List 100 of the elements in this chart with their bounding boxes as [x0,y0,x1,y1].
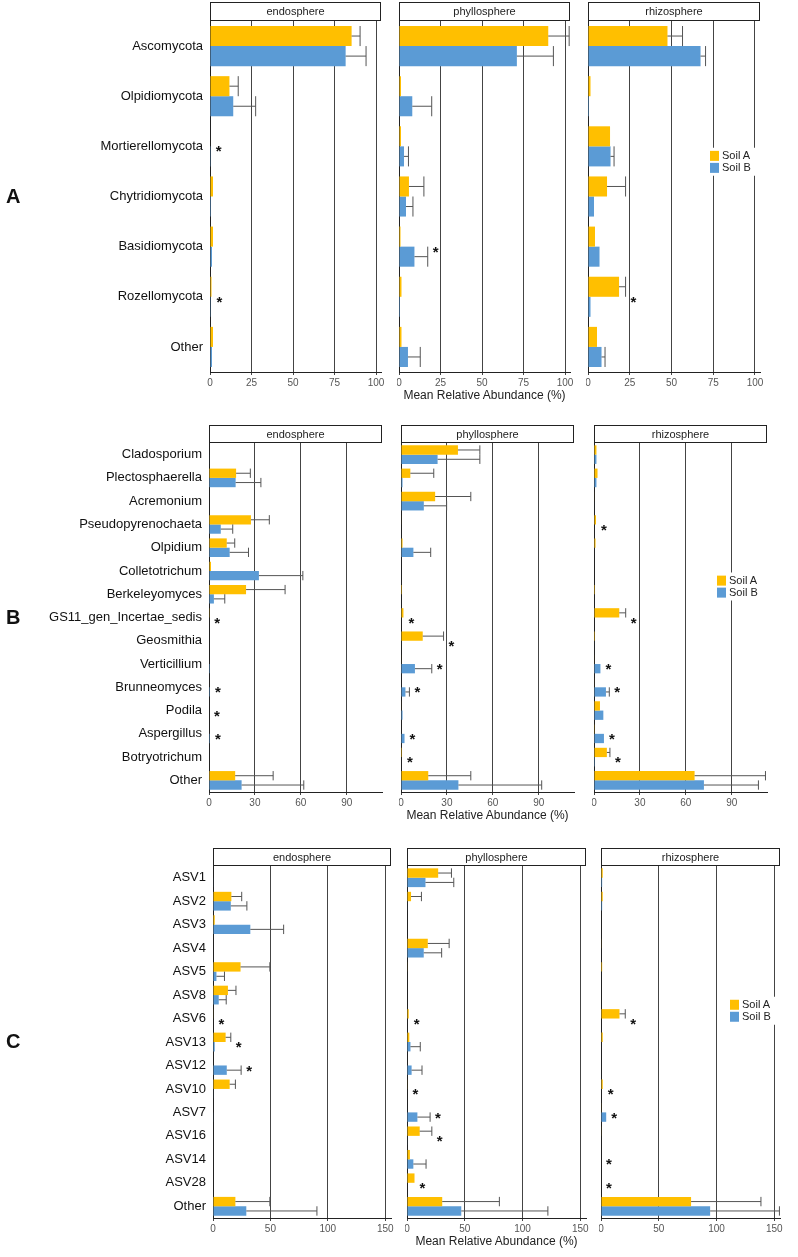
x-tick-label: 0 [591,796,598,808]
x-tick-label: 50 [287,376,300,388]
x-tick-label: 50 [459,1222,471,1234]
annotation: * [614,683,621,701]
chart-title: rhizosphere [601,848,780,866]
annotation: * [246,1061,253,1079]
bar [213,901,231,911]
x-tick-label: 90 [341,796,353,808]
y-tick-label: Mortierellomycota [100,137,204,153]
y-tick-label: ASV5 [172,963,206,979]
bar [407,868,439,878]
bar [213,962,241,972]
annotation: * [432,242,439,260]
bar [601,1009,620,1019]
y-tick-label: ASV6 [172,1010,206,1026]
bar [213,1065,227,1075]
x-tick-label: 75 [328,376,341,388]
x-tick-label: 0 [207,376,214,388]
x-tick-label: 60 [295,796,307,808]
x-tick-label: 30 [249,796,261,808]
y-tick-label: ASV13 [165,1033,206,1049]
bar [399,246,415,267]
bar [588,246,600,267]
bar [213,924,251,935]
x-tick-label: 90 [726,796,738,808]
x-tick-label: 25 [245,376,258,388]
y-tick-label: Olpidiomycota [120,87,204,103]
x-axis-title: Mean Relative Abundance (%) [405,808,570,822]
bar [213,1032,226,1042]
bar [399,96,413,117]
y-tick-label: ASV16 [165,1127,206,1143]
legend-label: Soil A [722,148,751,161]
annotation: * [611,1108,618,1126]
text: B [6,605,21,629]
y-tick-label: ASV4 [172,939,206,955]
bar [594,468,598,478]
bar [399,46,517,67]
x-tick-label: 150 [376,1222,395,1234]
annotation: * [608,729,615,747]
bar [401,733,405,744]
y-tick-label: ASV2 [172,892,206,908]
bar [209,570,259,581]
chart-title: endosphere [210,2,381,21]
bar [407,1112,418,1122]
bar [588,226,596,247]
x-tick-label: 75 [517,376,530,388]
y-tick-label: Botryotrichum [121,748,202,764]
bar [407,1159,414,1169]
bar [209,547,230,558]
x-tick-label: 0 [210,1222,217,1234]
y-tick-label: Pseudopyrenochaeta [79,516,203,532]
bar [209,468,237,478]
text: C [6,1030,21,1053]
bar [401,445,458,455]
x-axis-title: Mean Relative Abundance (%) [414,1234,579,1248]
bar [213,1079,230,1089]
x-tick-label: 100 [708,1222,726,1234]
y-tick-label: Other [170,338,204,354]
y-tick-label: Ascomycota [132,37,204,53]
bar [594,747,607,758]
legend-label: Soil B [729,585,758,598]
bar [213,1206,247,1216]
bar [401,491,436,502]
bar [588,346,602,367]
annotation: * [412,1085,419,1103]
y-tick-label: Geosmithia [136,632,203,648]
y-tick-label: Rozellomycota [117,288,204,304]
y-tick-label: Brunneomyces [115,678,203,694]
x-tick-label: 100 [367,376,385,388]
bar [209,515,251,525]
bar [588,146,611,167]
y-tick-label: ASV12 [165,1057,206,1073]
y-tick-label: Basidiomycota [118,238,204,254]
y-tick-label: Berkeleyomyces [106,585,203,601]
bar [407,1173,415,1183]
x-tick-label: 0 [206,796,213,808]
x-tick-label: 100 [319,1222,337,1234]
annotation: * [214,729,221,747]
bar [407,1065,412,1075]
bar [588,296,591,317]
annotation: * [614,753,621,771]
bar [594,780,704,790]
x-tick-label: 50 [665,376,678,388]
chart-title: rhizosphere [588,2,760,21]
y-tick-label: Acremonium [129,492,202,508]
chart-title: phyllosphere [399,2,570,21]
bar [209,538,227,548]
bar [213,1196,236,1207]
annotation: * [607,1085,614,1103]
bar [209,780,242,790]
bar [209,524,221,534]
y-tick-label: Other [173,1197,207,1213]
y-tick-label: ASV3 [172,916,206,932]
annotation: * [215,142,222,160]
x-tick-label: 100 [556,376,574,388]
bar [594,687,606,697]
x-tick-label: 50 [653,1222,665,1234]
x-tick-label: 0 [398,796,405,808]
bar [213,891,232,902]
bar [399,26,549,47]
